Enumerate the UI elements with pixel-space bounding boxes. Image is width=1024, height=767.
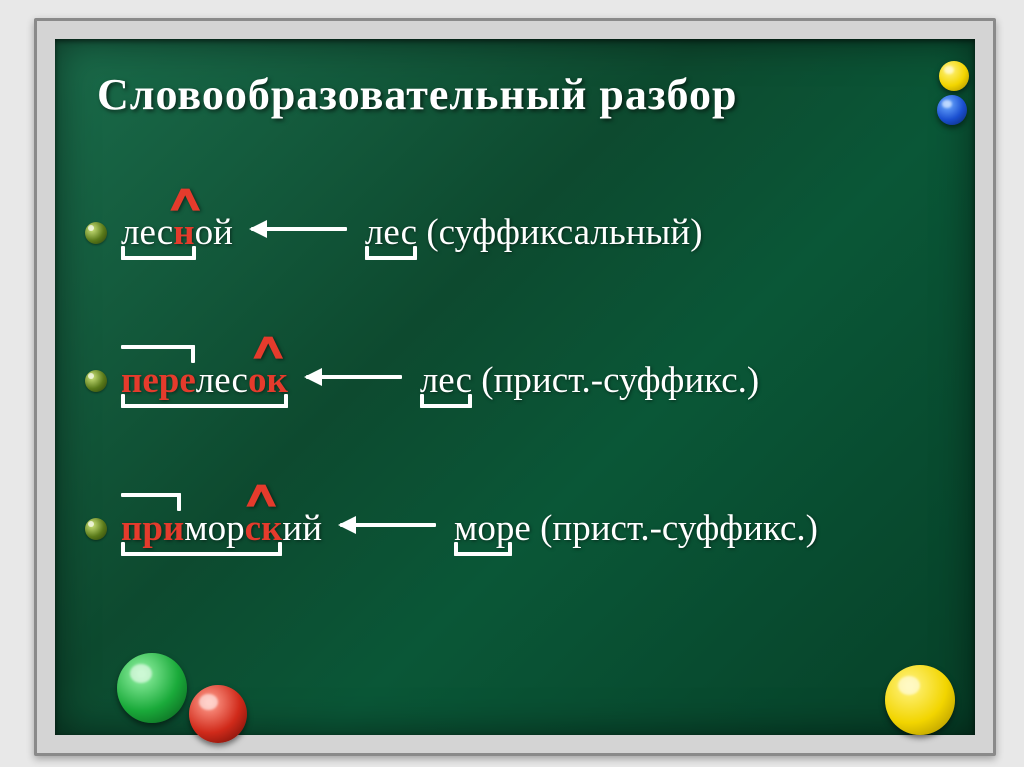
magnet-top-yellow [939,61,969,91]
stem-underline [121,256,196,260]
method-label: (суффиксальный) [426,211,702,254]
method-label: (прист.-суффикс.) [481,359,759,402]
derivation-row: лесной∧ лес (суффиксальный) [85,211,945,254]
word-segment: море [454,507,531,550]
chalkboard: Словообразовательный разбор лесной∧ лес (… [55,39,975,735]
stem-underline [365,256,417,260]
magnet-bottom-yellow [885,665,955,735]
stem-underline [121,404,288,408]
page-title: Словообразовательный разбор [97,69,737,120]
derivation-row: приморский∧ море (прист.-суффикс.) [85,507,945,550]
word-segment: лесной∧ [121,211,233,254]
word-segment: приморский∧ [121,507,322,550]
chalkboard-frame: Словообразовательный разбор лесной∧ лес (… [34,18,996,756]
word-segment: лес [420,359,472,402]
arrow-left-icon [306,375,402,379]
bullet-icon [85,222,107,244]
method-label: (прист.-суффикс.) [540,507,818,550]
bullet-icon [85,370,107,392]
arrow-left-icon [340,523,436,527]
arrow-left-icon [251,227,347,231]
word-segment: лес [365,211,417,254]
stem-underline [420,404,472,408]
derivation-row: перелесок∧ лес (прист.-суффикс.) [85,359,945,402]
bullet-icon [85,518,107,540]
word-segment: перелесок∧ [121,359,288,402]
stem-underline [121,552,282,556]
magnet-bottom-red [189,685,247,743]
magnet-top-blue [937,95,967,125]
stem-underline [454,552,512,556]
magnet-bottom-green [117,653,187,723]
